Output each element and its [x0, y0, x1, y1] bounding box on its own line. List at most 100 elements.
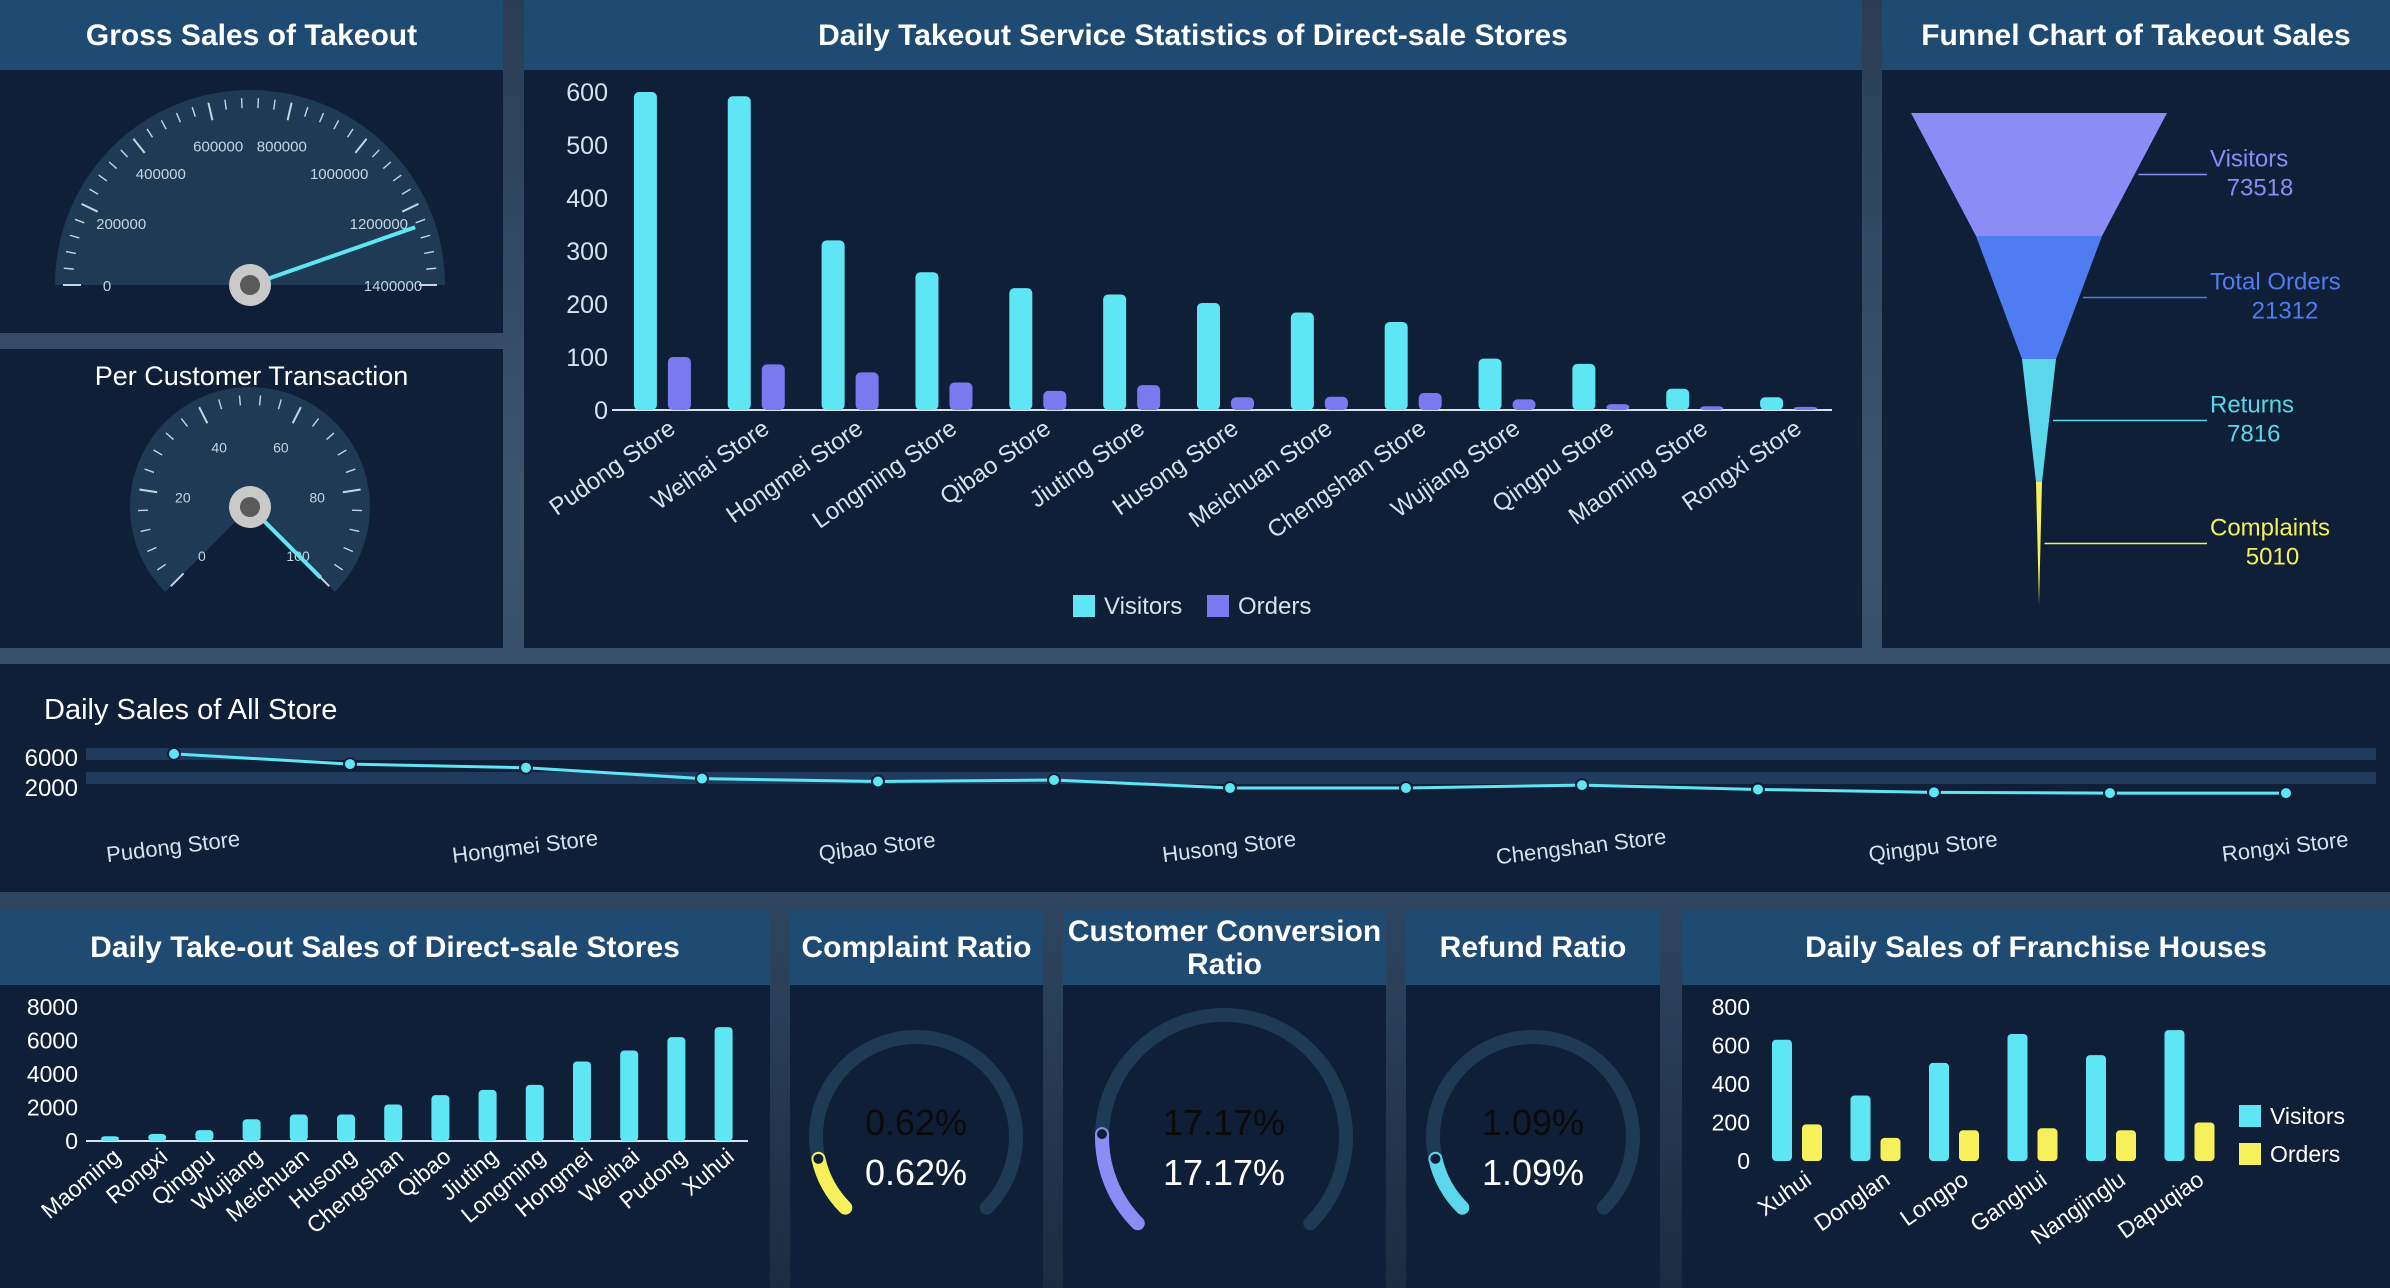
ratio-progress — [811, 1151, 853, 1215]
line-point — [871, 774, 885, 789]
bar-visitors — [1009, 288, 1033, 410]
y-tick-label: 6000 — [27, 1028, 78, 1054]
gauge-tick — [156, 563, 167, 571]
bar-visitors — [727, 96, 751, 411]
bar-sales — [525, 1084, 544, 1141]
line-point — [1047, 773, 1061, 788]
funnel-panel: Funnel Chart of Takeout Sales Visitors 73… — [1882, 0, 2390, 648]
gauge-hub-center — [240, 497, 260, 517]
gauge-tick — [224, 99, 227, 110]
per-customer-title: Per Customer Transaction — [94, 361, 409, 391]
gauge-tick — [65, 250, 76, 255]
gauge-tick — [74, 218, 85, 224]
gauge-tick-label: 800000 — [257, 139, 307, 156]
bar-sales — [195, 1130, 214, 1141]
ratio-progress-dot — [1097, 1129, 1108, 1140]
x-tick-label: Dapuqiao — [2113, 1166, 2209, 1244]
gauge-tick — [165, 432, 174, 441]
y-tick-label: 800 — [1712, 994, 1750, 1020]
bar-sales — [289, 1114, 308, 1141]
gauge-tick-label: 0 — [103, 278, 111, 295]
funnel-stage-label: Returns — [2210, 392, 2294, 419]
ratio-value: 17.17% — [1163, 1152, 1285, 1193]
x-tick-label: Chengshan Store — [1495, 824, 1668, 870]
bar-visitors — [2086, 1055, 2106, 1161]
takeout-sales-chart: 02000400060008000MaomingRongxiQingpuWuji… — [27, 994, 748, 1238]
gauge-tick — [345, 468, 356, 474]
conversion-title: Customer Conversion Ratio — [1063, 910, 1386, 985]
y-tick-label: 4000 — [27, 1061, 78, 1087]
gauge-tick — [170, 572, 185, 587]
grid-band — [86, 748, 2376, 760]
bar-sales — [242, 1119, 261, 1141]
legend-label-visitors: Visitors — [1104, 593, 1182, 620]
refund-title: Refund Ratio — [1406, 910, 1660, 985]
bar-sales — [714, 1027, 733, 1141]
bar-orders — [1137, 385, 1161, 410]
gauge-tick-label: 0 — [198, 548, 206, 564]
funnel-stage-value: 21312 — [2252, 298, 2319, 325]
gauge-tick — [326, 432, 335, 441]
bar-sales — [620, 1050, 639, 1141]
line-point — [1399, 781, 1413, 795]
bar-visitors — [1760, 397, 1784, 410]
x-tick-label: Xuhui — [677, 1143, 739, 1201]
gauge-tick — [191, 106, 196, 117]
x-tick-label: Rongxi Store — [2220, 826, 2349, 866]
bar-sales — [101, 1136, 119, 1141]
ratio-track — [809, 1030, 1023, 1215]
gauge-tick — [286, 102, 293, 121]
line-point — [695, 771, 709, 786]
legend-label-orders: Orders — [2270, 1141, 2340, 1167]
x-tick-label: Xuhui — [1753, 1166, 1816, 1221]
funnel-stage-value: 7816 — [2227, 421, 2280, 448]
gauge-tick — [420, 234, 431, 239]
y-tick-label: 300 — [566, 238, 608, 266]
gauge-tick — [401, 188, 411, 195]
ratio-progress — [1095, 1127, 1145, 1231]
bar-visitors — [1290, 312, 1314, 410]
legend-swatch-visitors — [1073, 595, 1095, 617]
gauge-tick — [238, 395, 242, 406]
gauge-tick — [81, 202, 99, 213]
bar-orders — [1880, 1137, 1901, 1161]
ratio-track — [1426, 1030, 1640, 1215]
x-tick-label: Husong Store — [1161, 826, 1298, 867]
y-tick-label: 6000 — [25, 745, 78, 772]
bar-orders — [761, 364, 785, 410]
franchise-title: Daily Sales of Franchise Houses — [1682, 910, 2390, 985]
line-point — [519, 760, 533, 775]
gauge-tick — [160, 119, 167, 130]
gauge-tick — [349, 528, 360, 533]
bar-sales — [384, 1104, 403, 1141]
funnel-segment — [2022, 359, 2056, 482]
gauge-tick — [371, 149, 380, 158]
gauge-tick — [146, 128, 154, 138]
gauge-tick — [392, 174, 402, 182]
bar-visitors — [1850, 1095, 1871, 1161]
bar-visitors — [1384, 322, 1408, 410]
gauge-tick — [304, 106, 309, 117]
funnel-segment — [2036, 482, 2042, 605]
gauge-tick — [273, 99, 276, 110]
bar-orders — [1512, 399, 1536, 410]
gauge-tick-label: 60 — [273, 439, 289, 455]
gauge-tick — [333, 119, 340, 130]
gauge-tick — [291, 406, 302, 424]
ratio-progress — [1428, 1151, 1470, 1215]
y-tick-label: 400 — [566, 185, 608, 213]
ratio-value-shadow: 17.17% — [1163, 1102, 1285, 1143]
bar-visitors — [1478, 358, 1502, 410]
funnel-segment — [1911, 113, 2167, 236]
refund-gauge: 1.09% 1.09% — [1426, 1030, 1640, 1215]
line-point — [1223, 781, 1237, 795]
gauge-tick-label: 400000 — [136, 166, 186, 183]
gauge-tick — [180, 418, 189, 427]
gauge-tick-label: 80 — [309, 489, 325, 505]
gauge-tick — [69, 234, 80, 239]
legend-label-orders: Orders — [1238, 593, 1311, 620]
y-tick-label: 500 — [566, 132, 608, 160]
complaint-title: Complaint Ratio — [790, 910, 1043, 985]
